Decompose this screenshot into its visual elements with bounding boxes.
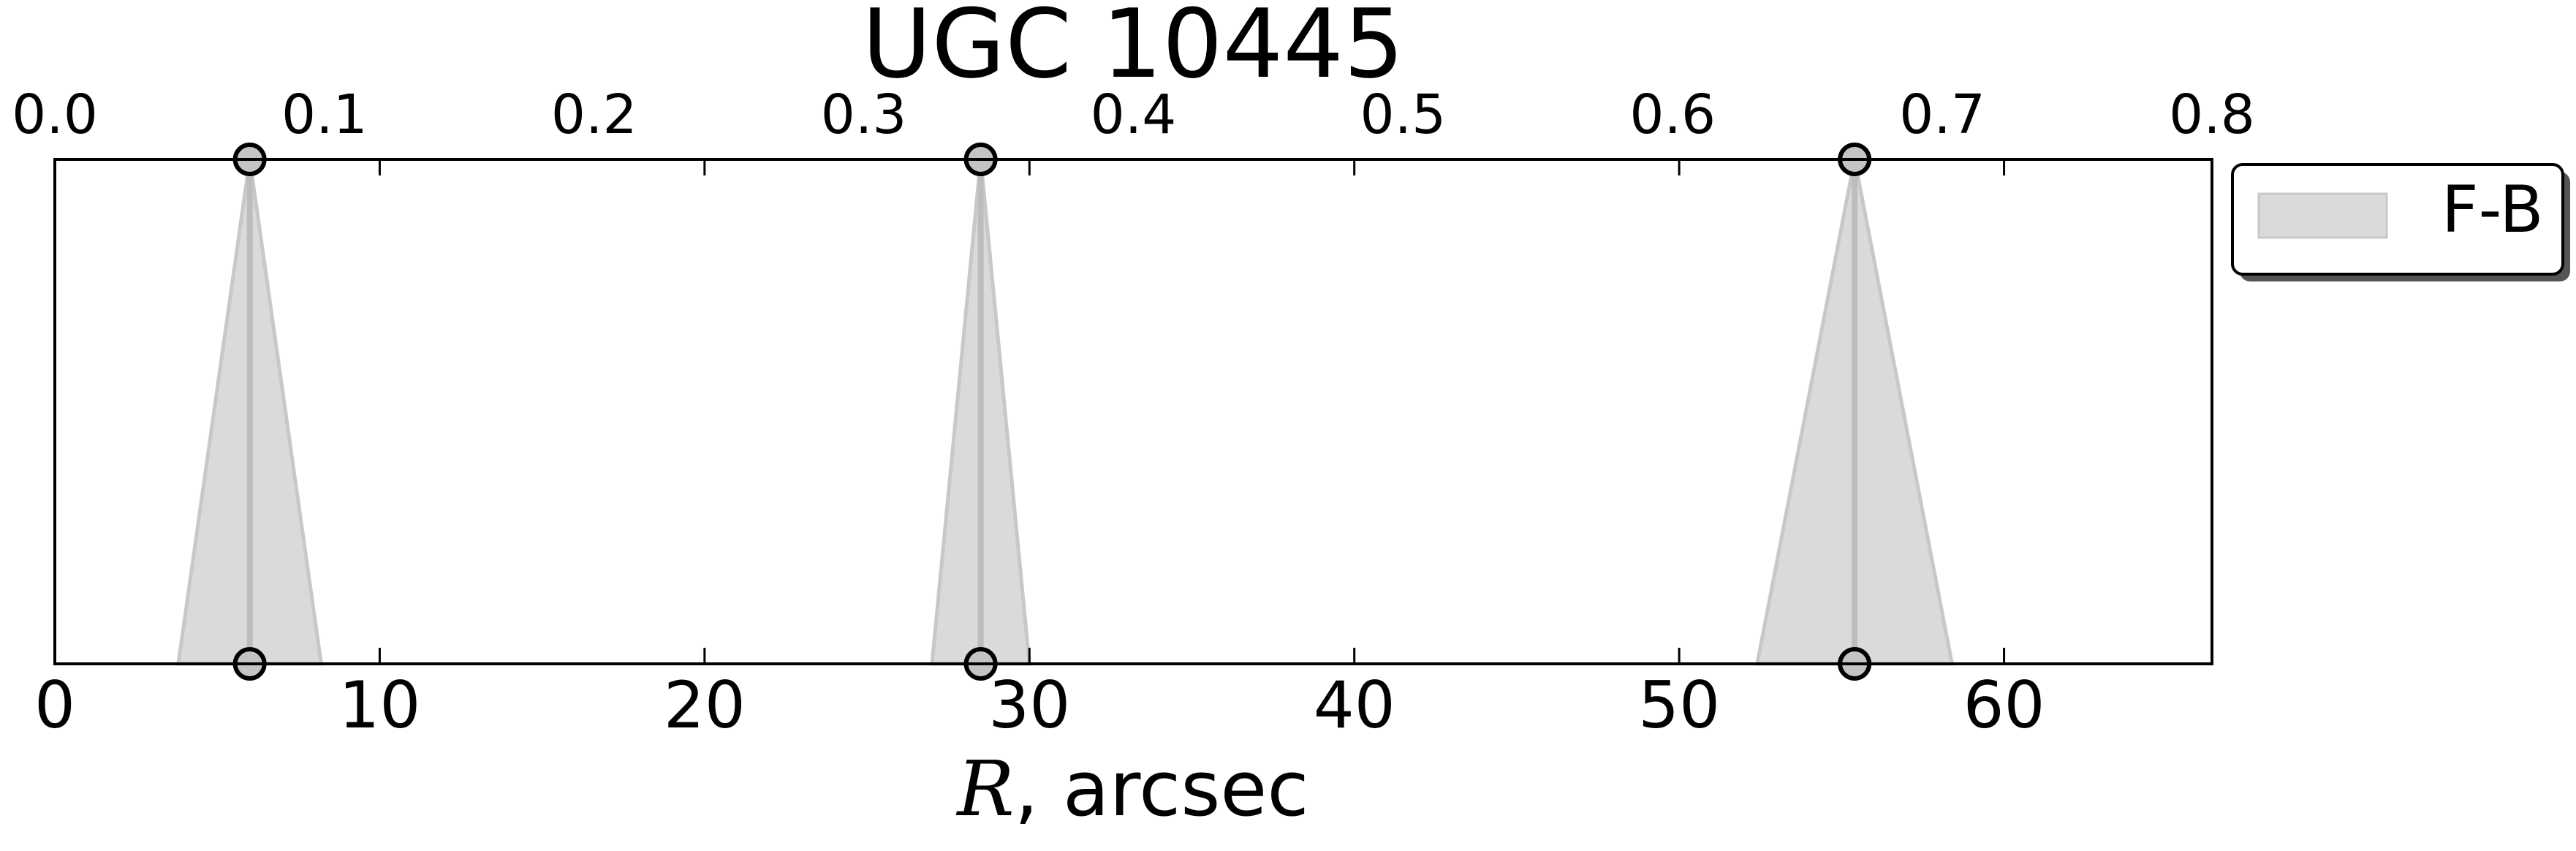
top-tick-label: 0.8 bbox=[2169, 83, 2255, 146]
x-axis-label: R, arcsec bbox=[955, 744, 1308, 833]
bottom-tick-label: 60 bbox=[1963, 667, 2045, 743]
top-tick-label: 0.4 bbox=[1091, 83, 1177, 146]
top-tick-label: 0.7 bbox=[1899, 83, 1985, 146]
bottom-tick-label: 30 bbox=[988, 667, 1070, 743]
bottom-tick-label: 40 bbox=[1314, 667, 1395, 743]
top-tick-label: 0.1 bbox=[281, 83, 368, 146]
top-tick-label: 0.6 bbox=[1629, 83, 1716, 146]
legend-box bbox=[2231, 163, 2564, 276]
top-axis: 0.0 0.1 0.2 0.3 0.4 0.5 0.6 0.7 0.8 bbox=[12, 83, 2255, 146]
x-axis-label-symbol: R bbox=[955, 744, 1014, 833]
top-tick-label: 0.3 bbox=[821, 83, 907, 146]
bottom-tick-label: 50 bbox=[1638, 667, 1720, 743]
bottom-tick-label: 10 bbox=[338, 667, 420, 743]
plot-series bbox=[176, 143, 1955, 681]
legend-label: F-B bbox=[2441, 172, 2544, 247]
top-tick-label: 0.2 bbox=[551, 83, 637, 146]
plot-frame bbox=[53, 158, 2213, 665]
bottom-tick-label: 0 bbox=[34, 667, 75, 743]
legend-swatch bbox=[2257, 192, 2388, 239]
x-axis-label-unit: , arcsec bbox=[1015, 744, 1309, 833]
chart-title: UGC 10445 bbox=[862, 0, 1404, 99]
top-tick-label: 0.5 bbox=[1360, 83, 1447, 146]
bottom-axis: 0 10 20 30 40 50 60 bbox=[34, 159, 2045, 743]
top-tick-label: 0.0 bbox=[12, 83, 98, 146]
bottom-tick-label: 20 bbox=[664, 667, 746, 743]
legend: F-B bbox=[2231, 163, 2570, 281]
